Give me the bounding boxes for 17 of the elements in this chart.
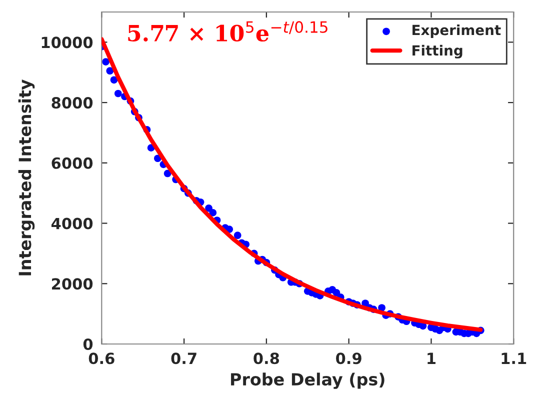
annotation: 5.77 × 10$^{5}$e$^{−t/0.15}$: [128, 21, 328, 42]
y-tick-label: 4000: [51, 218, 93, 230]
x-tick-label: 1.1: [502, 352, 526, 364]
y-tick-label: 8000: [52, 97, 93, 109]
x-tick-label: 0.7: [171, 352, 196, 364]
x-axis-title: Probe Delay (ps): [231, 372, 384, 389]
x-tick-label: 0.9: [336, 352, 362, 364]
x-tick-label: 0.6: [88, 352, 114, 364]
legend-label: Fitting: [412, 44, 462, 58]
y-tick-label: 2000: [52, 278, 93, 290]
y-axis-title: Intergrated Intensity: [18, 79, 35, 276]
legend-label: Experiment: [412, 24, 501, 38]
y-tick-label: 10000: [42, 36, 93, 48]
y-tick-label: 0: [83, 338, 93, 350]
x-tick-label: 0.8: [254, 352, 280, 364]
x-tick-label: 1: [428, 352, 436, 364]
y-tick-label: 6000: [52, 157, 93, 169]
